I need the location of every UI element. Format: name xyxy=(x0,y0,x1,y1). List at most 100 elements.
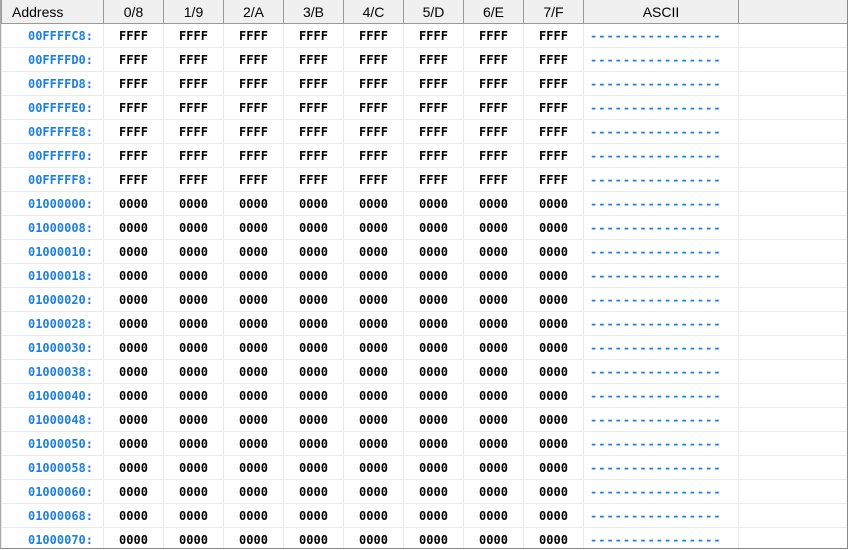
word-cell[interactable]: FFFF xyxy=(283,95,344,120)
memory-row[interactable]: 01000068: 0000 0000 0000 0000 0000 0000 0000 000… xyxy=(1,503,847,528)
word-cell[interactable]: 0000 xyxy=(283,239,344,264)
ascii-cell[interactable]: ---------------- xyxy=(583,287,739,312)
word-cell[interactable]: 0000 xyxy=(343,263,404,288)
word-cell[interactable]: 0000 xyxy=(523,335,584,360)
word-cell[interactable]: 0000 xyxy=(403,407,464,432)
word-cell[interactable]: 0000 xyxy=(283,215,344,240)
word-cell[interactable]: 0000 xyxy=(223,263,284,288)
memory-row[interactable]: 00FFFFE8: FFFF FFFF FFFF FFFF FFFF FFFF FFFF FFF… xyxy=(1,119,847,144)
memory-row[interactable]: 00FFFFC8: FFFF FFFF FFFF FFFF FFFF FFFF FFFF FFF… xyxy=(1,23,847,48)
word-cell[interactable]: 0000 xyxy=(283,311,344,336)
word-cell[interactable]: 0000 xyxy=(103,215,164,240)
word-cell[interactable]: 0000 xyxy=(403,239,464,264)
word-cell[interactable]: FFFF xyxy=(163,95,224,120)
word-cell[interactable]: FFFF xyxy=(163,119,224,144)
ascii-cell[interactable]: ---------------- xyxy=(583,407,739,432)
word-cell[interactable]: 0000 xyxy=(403,311,464,336)
word-cell[interactable]: 0000 xyxy=(163,383,224,408)
column-header-address[interactable]: Address xyxy=(1,0,104,24)
ascii-cell[interactable]: ---------------- xyxy=(583,119,739,144)
word-cell[interactable]: FFFF xyxy=(223,143,284,168)
address-cell[interactable]: 00FFFFF0: xyxy=(1,143,104,168)
word-cell[interactable]: FFFF xyxy=(283,47,344,72)
word-cell[interactable]: FFFF xyxy=(103,119,164,144)
word-cell[interactable]: 0000 xyxy=(403,359,464,384)
ascii-cell[interactable]: ---------------- xyxy=(583,47,739,72)
word-cell[interactable]: 0000 xyxy=(343,527,404,548)
word-cell[interactable]: FFFF xyxy=(463,23,524,48)
word-cell[interactable]: 0000 xyxy=(403,431,464,456)
ascii-cell[interactable]: ---------------- xyxy=(583,479,739,504)
word-cell[interactable]: 0000 xyxy=(523,383,584,408)
word-cell[interactable]: 0000 xyxy=(103,431,164,456)
word-cell[interactable]: 0000 xyxy=(103,359,164,384)
address-cell[interactable]: 01000028: xyxy=(1,311,104,336)
word-cell[interactable]: FFFF xyxy=(403,143,464,168)
word-cell[interactable]: 0000 xyxy=(283,359,344,384)
memory-row[interactable]: 01000030: 0000 0000 0000 0000 0000 0000 0000 000… xyxy=(1,335,847,360)
word-cell[interactable]: 0000 xyxy=(343,335,404,360)
address-cell[interactable]: 01000008: xyxy=(1,215,104,240)
word-cell[interactable]: FFFF xyxy=(223,47,284,72)
word-cell[interactable]: FFFF xyxy=(163,47,224,72)
word-cell[interactable]: 0000 xyxy=(223,407,284,432)
word-cell[interactable]: 0000 xyxy=(223,359,284,384)
word-cell[interactable]: FFFF xyxy=(163,23,224,48)
column-header-word[interactable]: 2/A xyxy=(223,0,284,24)
word-cell[interactable]: 0000 xyxy=(163,287,224,312)
word-cell[interactable]: 0000 xyxy=(283,287,344,312)
word-cell[interactable]: 0000 xyxy=(283,335,344,360)
word-cell[interactable]: FFFF xyxy=(463,71,524,96)
word-cell[interactable]: 0000 xyxy=(223,191,284,216)
ascii-cell[interactable]: ---------------- xyxy=(583,95,739,120)
memory-row[interactable]: 01000020: 0000 0000 0000 0000 0000 0000 0000 000… xyxy=(1,287,847,312)
word-cell[interactable]: 0000 xyxy=(283,455,344,480)
address-cell[interactable]: 00FFFFC8: xyxy=(1,23,104,48)
word-cell[interactable]: 0000 xyxy=(163,263,224,288)
word-cell[interactable]: 0000 xyxy=(523,287,584,312)
memory-row[interactable]: 01000018: 0000 0000 0000 0000 0000 0000 0000 000… xyxy=(1,263,847,288)
word-cell[interactable]: 0000 xyxy=(223,239,284,264)
word-cell[interactable]: 0000 xyxy=(163,359,224,384)
word-cell[interactable]: FFFF xyxy=(403,95,464,120)
word-cell[interactable]: FFFF xyxy=(223,71,284,96)
memory-row[interactable]: 01000040: 0000 0000 0000 0000 0000 0000 0000 000… xyxy=(1,383,847,408)
memory-row[interactable]: 01000060: 0000 0000 0000 0000 0000 0000 0000 000… xyxy=(1,479,847,504)
word-cell[interactable]: 0000 xyxy=(343,359,404,384)
ascii-cell[interactable]: ---------------- xyxy=(583,503,739,528)
word-cell[interactable]: 0000 xyxy=(523,311,584,336)
word-cell[interactable]: 0000 xyxy=(283,431,344,456)
word-cell[interactable]: 0000 xyxy=(343,383,404,408)
word-cell[interactable]: FFFF xyxy=(283,167,344,192)
word-cell[interactable]: 0000 xyxy=(163,407,224,432)
ascii-cell[interactable]: ---------------- xyxy=(583,431,739,456)
word-cell[interactable]: 0000 xyxy=(403,263,464,288)
word-cell[interactable]: 0000 xyxy=(223,287,284,312)
word-cell[interactable]: 0000 xyxy=(223,431,284,456)
word-cell[interactable]: FFFF xyxy=(343,119,404,144)
ascii-cell[interactable]: ---------------- xyxy=(583,335,739,360)
word-cell[interactable]: FFFF xyxy=(463,95,524,120)
word-cell[interactable]: FFFF xyxy=(283,71,344,96)
word-cell[interactable]: 0000 xyxy=(463,239,524,264)
column-header-word[interactable]: 3/B xyxy=(283,0,344,24)
word-cell[interactable]: 0000 xyxy=(283,479,344,504)
word-cell[interactable]: 0000 xyxy=(463,455,524,480)
word-cell[interactable]: 0000 xyxy=(343,215,404,240)
address-cell[interactable]: 01000040: xyxy=(1,383,104,408)
memory-row[interactable]: 01000050: 0000 0000 0000 0000 0000 0000 0000 000… xyxy=(1,431,847,456)
word-cell[interactable]: FFFF xyxy=(523,167,584,192)
word-cell[interactable]: FFFF xyxy=(343,95,404,120)
word-cell[interactable]: 0000 xyxy=(463,311,524,336)
word-cell[interactable]: FFFF xyxy=(163,71,224,96)
word-cell[interactable]: 0000 xyxy=(403,287,464,312)
word-cell[interactable]: 0000 xyxy=(223,455,284,480)
ascii-cell[interactable]: ---------------- xyxy=(583,455,739,480)
ascii-cell[interactable]: ---------------- xyxy=(583,71,739,96)
word-cell[interactable]: FFFF xyxy=(103,47,164,72)
word-cell[interactable]: FFFF xyxy=(103,143,164,168)
word-cell[interactable]: 0000 xyxy=(223,311,284,336)
word-cell[interactable]: 0000 xyxy=(223,215,284,240)
column-header-word[interactable]: 4/C xyxy=(343,0,404,24)
word-cell[interactable]: 0000 xyxy=(403,335,464,360)
